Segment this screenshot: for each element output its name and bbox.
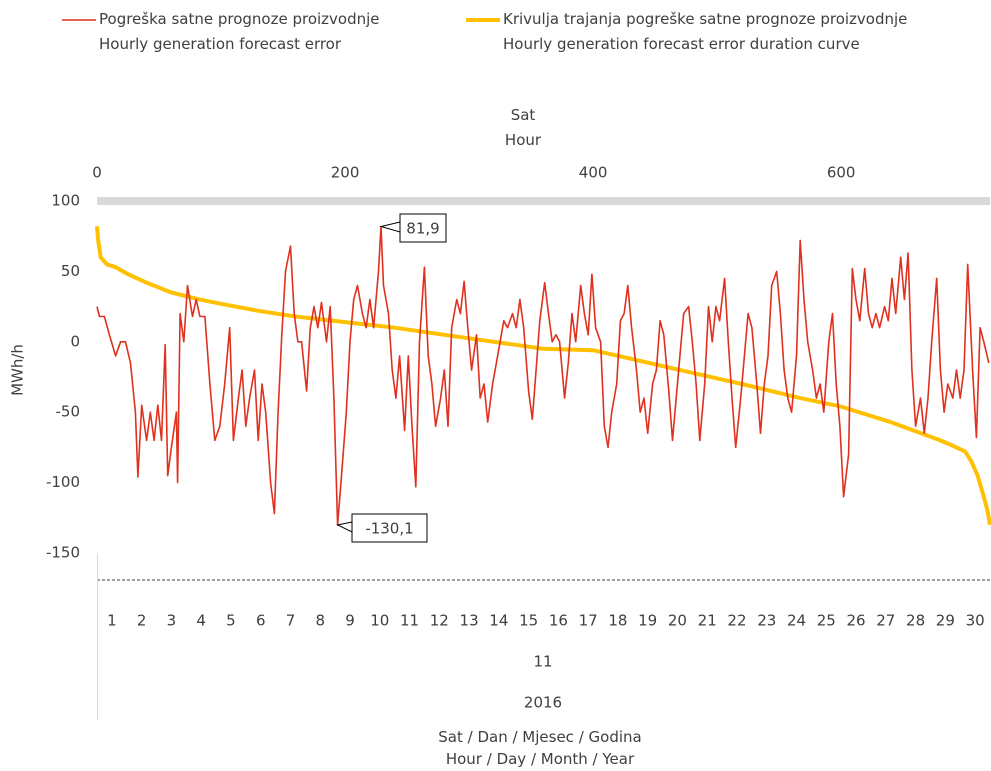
day-label: 26 xyxy=(847,612,866,630)
callout-pointer xyxy=(336,521,353,533)
day-label: 17 xyxy=(579,612,598,630)
top-axis-band xyxy=(97,197,990,205)
day-label: 9 xyxy=(345,612,355,630)
day-label: 2 xyxy=(137,612,147,630)
day-label: 28 xyxy=(906,612,925,630)
day-label: 16 xyxy=(549,612,568,630)
callout-label: 81,9 xyxy=(406,220,439,238)
day-label: 23 xyxy=(757,612,776,630)
callout-box xyxy=(351,513,428,543)
day-label: 19 xyxy=(638,612,657,630)
x2-tick-label: 200 xyxy=(331,164,360,182)
top-axis-title: Sat Hour xyxy=(504,106,542,149)
day-label: 25 xyxy=(817,612,836,630)
y-tick-label: 100 xyxy=(51,192,80,210)
series-line xyxy=(96,225,990,526)
day-label: 5 xyxy=(226,612,236,630)
day-label: 3 xyxy=(167,612,177,630)
day-label: 20 xyxy=(668,612,687,630)
day-label: 22 xyxy=(727,612,746,630)
day-label: 15 xyxy=(519,612,538,630)
month-label: 11 xyxy=(533,653,552,671)
x-axis-title: Sat / Dan / Mjesec / Godina Hour / Day /… xyxy=(438,728,642,768)
y-tick-label: -150 xyxy=(46,544,80,562)
day-label: 14 xyxy=(489,612,508,630)
day-label: 4 xyxy=(196,612,206,630)
legend-label: Krivulja trajanja pogreške satne prognoz… xyxy=(503,10,908,53)
x2-tick-label: 600 xyxy=(827,164,856,182)
callout-box xyxy=(399,213,447,243)
day-label: 27 xyxy=(876,612,895,630)
day-label: 6 xyxy=(256,612,266,630)
legend-label: Pogreška satne prognoze proizvodnje Hour… xyxy=(99,10,380,53)
x2-tick-label: 0 xyxy=(92,164,102,182)
day-label: 8 xyxy=(315,612,325,630)
y-tick-label: -100 xyxy=(46,473,80,491)
day-label: 1 xyxy=(107,612,117,630)
day-label: 10 xyxy=(370,612,389,630)
day-label: 29 xyxy=(936,612,955,630)
day-label: 11 xyxy=(400,612,419,630)
series-line xyxy=(95,226,991,526)
x2-tick-label: 400 xyxy=(579,164,608,182)
day-label: 21 xyxy=(698,612,717,630)
day-label: 30 xyxy=(966,612,985,630)
y-axis-title: MWh/h xyxy=(9,344,27,396)
day-label: 12 xyxy=(430,612,449,630)
year-label: 2016 xyxy=(524,694,562,712)
y-tick-label: 0 xyxy=(70,332,80,350)
day-label: 18 xyxy=(608,612,627,630)
y-tick-label: 50 xyxy=(61,262,80,280)
day-label: 13 xyxy=(460,612,479,630)
day-label: 7 xyxy=(286,612,296,630)
callout-label: -130,1 xyxy=(365,520,413,538)
callout-pointer xyxy=(379,221,401,233)
day-label: 24 xyxy=(787,612,806,630)
y-tick-label: -50 xyxy=(56,403,81,421)
